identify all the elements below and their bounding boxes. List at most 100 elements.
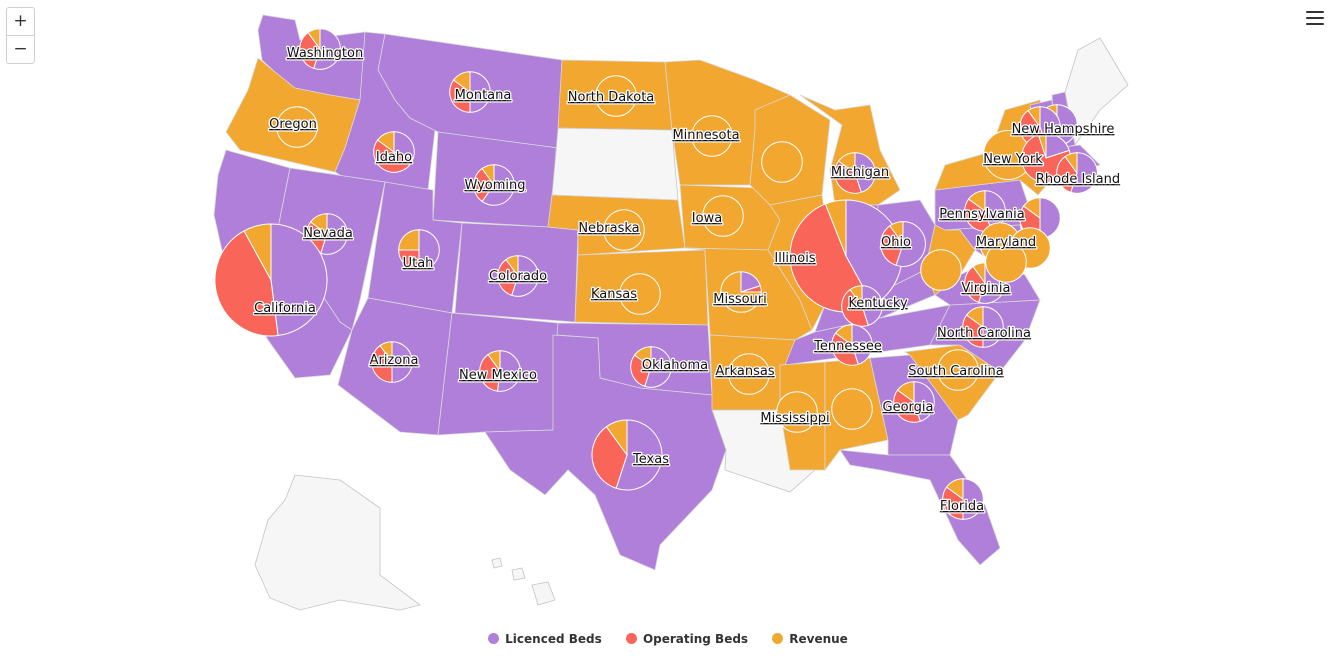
zoom-out-button[interactable]: −	[7, 35, 34, 63]
pie-slice-tennessee-operating-beds[interactable]	[831, 332, 859, 366]
state-label-washington[interactable]: Washington	[286, 45, 365, 63]
pie-nebraska[interactable]	[603, 209, 645, 251]
state-label-new-york[interactable]: New York	[982, 151, 1045, 169]
pie-slice-utah-licenced-beds[interactable]	[418, 229, 440, 271]
pie-slice-illinois-revenue[interactable]	[824, 199, 847, 257]
pie-dc[interactable]	[985, 241, 1027, 283]
zoom-in-button[interactable]: +	[13, 11, 28, 31]
pie-slice-massachusetts-revenue[interactable]	[1037, 132, 1047, 159]
state-label-utah[interactable]: Utah	[401, 255, 434, 273]
pie-slice-michigan-licenced-beds[interactable]	[854, 152, 876, 193]
state-south-dakota[interactable]	[551, 127, 679, 201]
state-label-oregon[interactable]: Oregon	[268, 116, 318, 134]
state-label-michigan[interactable]: Michigan	[830, 164, 891, 182]
pie-missouri[interactable]	[720, 271, 762, 313]
pie-slice-michigan-revenue[interactable]	[837, 152, 856, 174]
pie-slice-kentucky-licenced-beds[interactable]	[861, 285, 883, 326]
pie-slice-michigan-operating-beds[interactable]	[834, 160, 862, 194]
pie-north-dakota[interactable]	[595, 75, 637, 117]
pie-slice-kansas-revenue[interactable]	[619, 273, 661, 315]
pie-wisconsin[interactable]	[761, 141, 803, 183]
pie-slice-oklahoma-revenue[interactable]	[633, 346, 652, 368]
pie-slice-washington-revenue[interactable]	[307, 28, 321, 51]
pie-slice-new-mexico-revenue[interactable]	[487, 350, 501, 373]
state-label-colorado[interactable]: Colorado	[488, 268, 549, 286]
pie-wyoming[interactable]	[473, 164, 515, 206]
pie-colorado[interactable]	[497, 255, 539, 297]
pie-new-mexico[interactable]	[479, 350, 521, 392]
pie-slice-wyoming-licenced-beds[interactable]	[481, 164, 515, 206]
pie-slice-ohio-revenue[interactable]	[889, 221, 904, 246]
pie-north-carolina[interactable]	[962, 306, 1004, 348]
pie-slice-pennsylvania-revenue[interactable]	[967, 190, 986, 212]
state-label-virginia[interactable]: Virginia	[960, 280, 1012, 298]
pie-slice-florida-revenue[interactable]	[945, 478, 964, 500]
state-maine[interactable]	[1064, 37, 1129, 146]
pie-arkansas[interactable]	[728, 353, 770, 395]
pie-slice-oregon-revenue[interactable]	[276, 106, 318, 148]
state-label-illinois[interactable]: Illinois	[773, 250, 817, 268]
pie-slice-arkansas-revenue[interactable]	[728, 353, 770, 395]
pie-slice-florida-operating-beds[interactable]	[942, 486, 964, 520]
pie-slice-utah-revenue[interactable]	[398, 229, 420, 251]
pie-slice-colorado-operating-beds[interactable]	[497, 258, 519, 296]
pie-slice-virginia-revenue[interactable]	[972, 262, 986, 285]
pie-slice-tennessee-revenue[interactable]	[834, 324, 853, 346]
pie-slice-new-jersey-revenue[interactable]	[1022, 197, 1041, 219]
pie-slice-virginia-operating-beds[interactable]	[964, 265, 986, 303]
pie-slice-kentucky-operating-beds[interactable]	[841, 288, 869, 327]
pie-slice-north-carolina-revenue[interactable]	[965, 306, 984, 328]
pie-slice-arizona-licenced-beds[interactable]	[391, 341, 413, 383]
pie-slice-iowa-revenue[interactable]	[702, 195, 744, 237]
pie-florida[interactable]	[942, 478, 984, 520]
pie-slice-dc-revenue[interactable]	[985, 241, 1027, 283]
pie-washington[interactable]	[299, 28, 341, 70]
pie-slice-texas-operating-beds[interactable]	[591, 425, 628, 489]
pie-slice-vermont-revenue[interactable]	[1027, 106, 1041, 129]
pie-slice-west-virginia-revenue[interactable]	[920, 249, 962, 291]
pie-slice-arizona-revenue[interactable]	[379, 341, 393, 364]
pie-slice-rhode-island-revenue[interactable]	[1064, 152, 1078, 175]
pie-iowa[interactable]	[702, 195, 744, 237]
pie-slice-rhode-island-operating-beds[interactable]	[1056, 155, 1078, 193]
pie-slice-utah-operating-beds[interactable]	[398, 249, 420, 271]
pie-slice-south-carolina-revenue[interactable]	[937, 349, 979, 391]
pie-minnesota[interactable]	[691, 115, 733, 157]
pie-slice-north-carolina-operating-beds[interactable]	[962, 314, 984, 348]
state-label-idaho[interactable]: Idaho	[375, 149, 414, 167]
pie-slice-kentucky-revenue[interactable]	[849, 285, 863, 308]
pie-ohio[interactable]	[880, 221, 926, 267]
pie-slice-florida-licenced-beds[interactable]	[962, 478, 984, 520]
state-label-arkansas[interactable]: Arkansas	[714, 363, 776, 381]
pie-slice-alabama-revenue[interactable]	[831, 388, 873, 430]
state-label-oklahoma[interactable]: Oklahoma	[641, 357, 710, 375]
state-label-north-dakota[interactable]: North Dakota	[566, 89, 655, 107]
pie-slice-california-revenue[interactable]	[243, 223, 272, 281]
pie-slice-minnesota-revenue[interactable]	[691, 115, 733, 157]
state-label-new-mexico[interactable]: New Mexico	[458, 367, 538, 385]
pie-slice-ohio-operating-beds[interactable]	[880, 225, 904, 266]
pie-slice-colorado-revenue[interactable]	[505, 255, 519, 278]
state-label-iowa[interactable]: Iowa	[691, 210, 724, 228]
state-label-nevada[interactable]: Nevada	[302, 225, 354, 243]
state-label-california[interactable]: California	[253, 300, 317, 318]
state-label-arizona[interactable]: Arizona	[368, 352, 419, 370]
pie-oregon[interactable]	[276, 106, 318, 148]
pie-slice-texas-licenced-beds[interactable]	[615, 419, 663, 491]
pie-montana[interactable]	[449, 71, 491, 113]
state-label-minnesota[interactable]: Minnesota	[671, 127, 741, 145]
pie-slice-idaho-revenue[interactable]	[376, 131, 395, 153]
pie-georgia[interactable]	[893, 381, 935, 423]
state-label-mississippi[interactable]: Mississippi	[759, 410, 831, 428]
pie-mississippi[interactable]	[776, 391, 818, 433]
pie-slice-montana-revenue[interactable]	[452, 71, 471, 93]
state-label-ohio[interactable]: Ohio	[880, 234, 913, 252]
pie-slice-north-dakota-revenue[interactable]	[595, 75, 637, 117]
pie-illinois[interactable]	[789, 199, 903, 313]
pie-texas[interactable]	[591, 419, 663, 491]
pie-kansas[interactable]	[619, 273, 661, 315]
state-label-missouri[interactable]: Missouri	[712, 291, 768, 309]
state-label-rhode-island[interactable]: Rhode Island	[1035, 171, 1122, 189]
legend-item-revenue[interactable]: Revenue	[772, 632, 848, 646]
pie-slice-nebraska-revenue[interactable]	[603, 209, 645, 251]
